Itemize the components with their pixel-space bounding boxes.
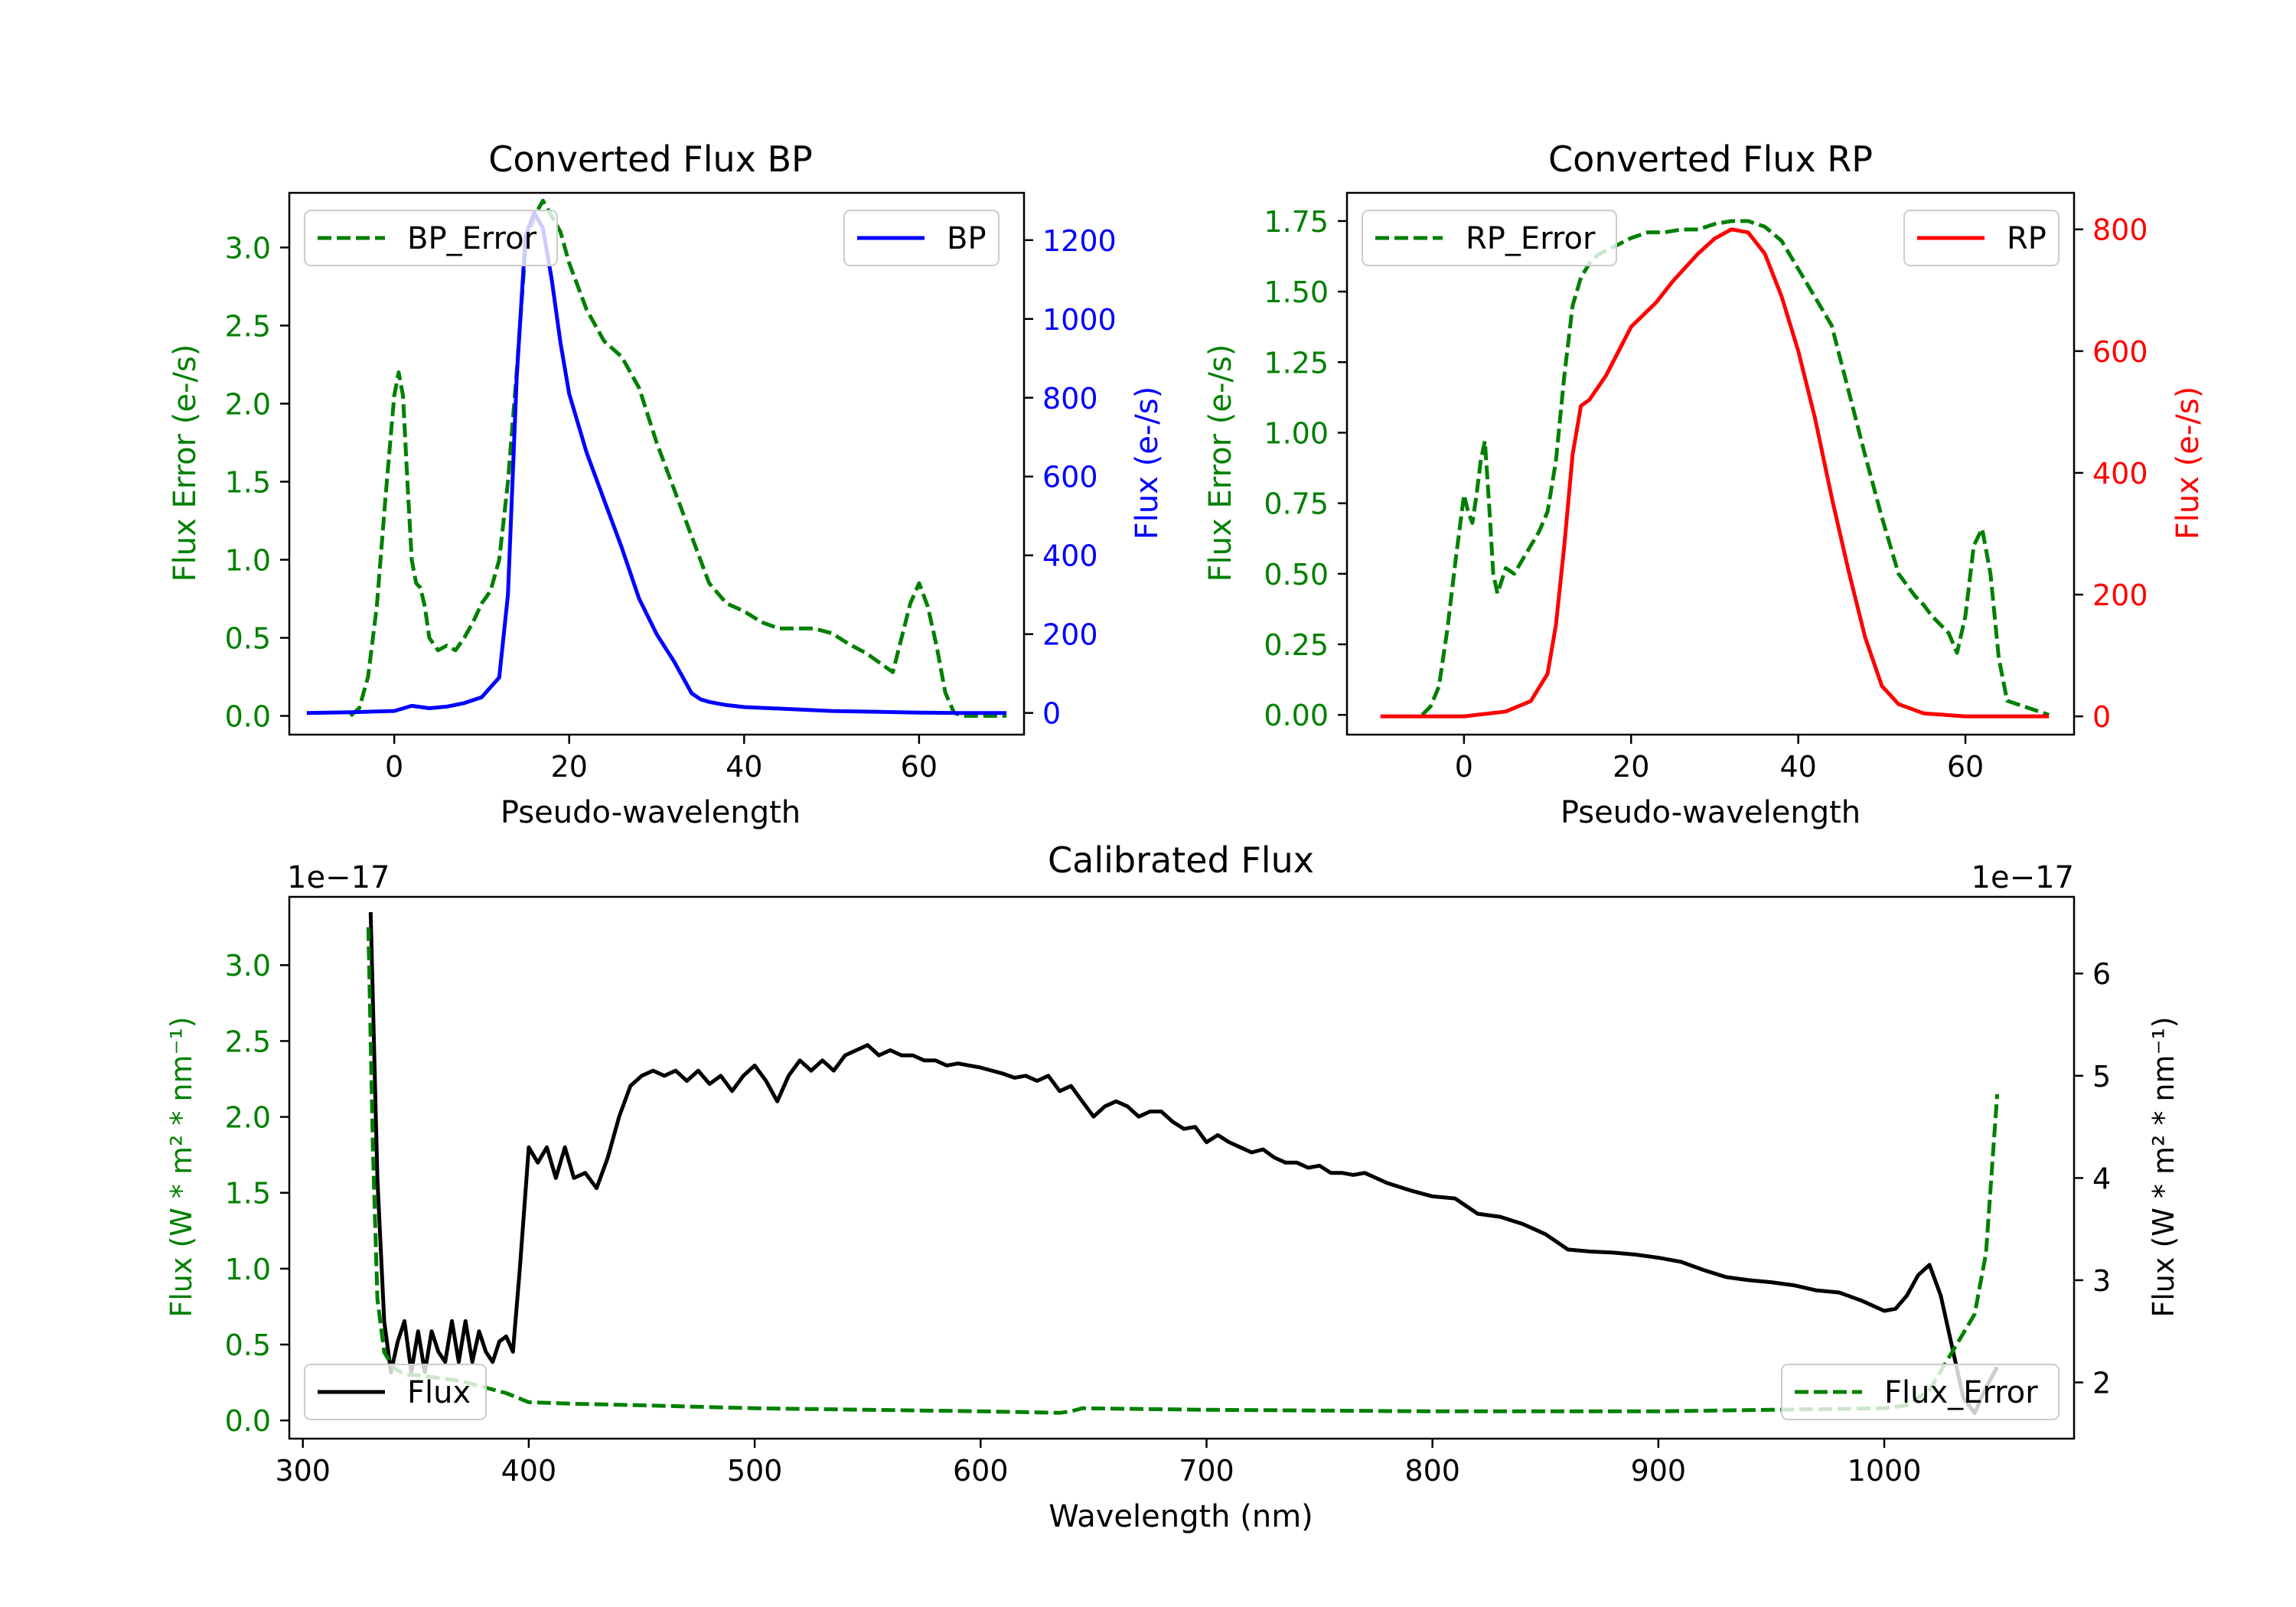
legend-left: Flux [304, 1364, 487, 1420]
y-left-tick-label: 1.50 [1264, 275, 1329, 309]
chart-title: Calibrated Flux [1048, 839, 1314, 881]
y-right-tick-label: 1200 [1042, 224, 1117, 258]
offset-label-left: 1e−17 [287, 860, 390, 895]
x-tick-label: 0 [1455, 750, 1473, 784]
x-tick-label: 400 [501, 1454, 557, 1488]
y-left-tick-label: 1.5 [225, 465, 271, 499]
x-tick-label: 60 [901, 750, 938, 784]
legend-right: Flux_Error [1781, 1364, 2060, 1420]
x-tick-label: 500 [727, 1454, 783, 1488]
y-axis-label-right: Flux (e-/s) [1130, 386, 1165, 539]
series-line-bp-error [349, 198, 1007, 718]
series-line-rp-error [1420, 219, 2050, 717]
x-tick-label: 40 [726, 750, 762, 784]
legend-right: RP [1903, 210, 2060, 266]
y-left-tick-label: 1.25 [1264, 346, 1329, 380]
y-right-tick-label: 4 [2092, 1162, 2111, 1195]
y-right-tick-label: 800 [2092, 214, 2148, 247]
x-tick-label: 60 [1947, 750, 1984, 784]
y-right-tick-label: 1000 [1042, 303, 1117, 337]
y-axis-label-left: Flux (W * m² * nm⁻¹) [165, 1016, 198, 1317]
y-left-tick-label: 2.5 [225, 1025, 271, 1058]
y-right-tick-label: 600 [1042, 461, 1098, 494]
legend-label-bp: BP [947, 221, 987, 256]
y-right-tick-label: 400 [1042, 539, 1098, 573]
legend-label-flux: Flux [407, 1375, 471, 1410]
y-right-tick-label: 5 [2092, 1060, 2111, 1094]
y-left-tick-label: 2.0 [225, 1101, 271, 1135]
x-tick-label: 700 [1179, 1454, 1234, 1488]
chart-title: Converted Flux BP [488, 139, 813, 180]
y-right-tick-label: 2 [2092, 1367, 2111, 1400]
x-tick-label: 0 [385, 750, 403, 784]
offset-label-right: 1e−17 [1971, 860, 2074, 895]
x-tick-label: 900 [1631, 1454, 1687, 1488]
x-tick-label: 20 [1613, 750, 1649, 784]
series-line-bp [306, 210, 1007, 715]
x-tick-label: 40 [1779, 750, 1816, 784]
x-axis-label: Wavelength (nm) [1049, 1499, 1313, 1534]
y-left-tick-label: 3.0 [225, 949, 271, 983]
plot-frame [1345, 191, 2076, 736]
y-left-tick-label: 0.0 [225, 1404, 271, 1438]
y-right-tick-label: 0 [1042, 697, 1061, 731]
y-left-tick-label: 0.00 [1264, 699, 1329, 732]
y-left-tick-label: 3.0 [225, 231, 271, 265]
legend-right: BP [843, 210, 1000, 266]
x-axis-label: Pseudo-wavelength [1561, 795, 1861, 830]
y-right-tick-label: 200 [2092, 579, 2148, 612]
chart-converted-flux-bp: Converted Flux BP Pseudo-wavelength Flux… [168, 139, 1165, 830]
x-tick-label: 300 [275, 1454, 331, 1488]
plot-frame [288, 895, 2076, 1440]
y-right-tick-label: 0 [2092, 700, 2111, 734]
y-right-tick-label: 200 [1042, 618, 1098, 652]
y-left-tick-label: 1.5 [225, 1177, 271, 1211]
chart-converted-flux-rp: Converted Flux RP Pseudo-wavelength Flux… [1203, 139, 2206, 830]
y-left-tick-label: 1.0 [225, 1253, 271, 1286]
x-tick-label: 600 [953, 1454, 1009, 1488]
y-left-tick-label: 0.75 [1264, 487, 1329, 521]
legend-left: BP_Error [304, 210, 558, 266]
y-axis-label-right: Flux (e-/s) [2170, 386, 2206, 539]
y-left-tick-label: 1.00 [1264, 416, 1329, 450]
y-right-tick-label: 800 [1042, 382, 1098, 416]
y-left-tick-label: 0.50 [1264, 558, 1329, 592]
chart-title: Converted Flux RP [1548, 139, 1873, 180]
y-left-tick-label: 0.5 [225, 621, 271, 655]
legend-label-bp-error: BP_Error [407, 221, 537, 256]
x-tick-label: 800 [1404, 1454, 1460, 1488]
legend-label-rp: RP [2007, 221, 2047, 256]
y-right-tick-label: 3 [2092, 1264, 2111, 1298]
legend-label-flux-error: Flux_Error [1884, 1375, 2038, 1410]
plot-frame [288, 191, 1026, 736]
legend-label-rp-error: RP_Error [1466, 221, 1596, 256]
x-axis-label: Pseudo-wavelength [501, 795, 801, 830]
x-tick-label: 1000 [1848, 1454, 1922, 1488]
chart-calibrated-flux: Calibrated Flux 1e−17 1e−17 Wavelength (… [165, 839, 2180, 1534]
y-right-tick-label: 400 [2092, 457, 2148, 491]
series-line-rp [1380, 227, 2050, 719]
y-left-tick-label: 1.0 [225, 543, 271, 577]
y-left-tick-label: 0.5 [225, 1328, 271, 1362]
y-right-tick-label: 6 [2092, 957, 2111, 991]
x-tick-label: 20 [551, 750, 588, 784]
y-right-tick-label: 600 [2092, 335, 2148, 369]
series-line-flux [368, 911, 1999, 1416]
y-left-tick-label: 0.0 [225, 700, 271, 734]
y-axis-label-left: Flux Error (e-/s) [1203, 344, 1238, 582]
y-left-tick-label: 2.5 [225, 309, 271, 343]
y-left-tick-label: 2.0 [225, 387, 271, 421]
y-left-tick-label: 0.25 [1264, 628, 1329, 662]
legend-left: RP_Error [1362, 210, 1617, 266]
y-axis-label-left: Flux Error (e-/s) [168, 344, 203, 582]
y-left-tick-label: 1.75 [1264, 205, 1329, 239]
y-axis-label-right: Flux (W * m² * nm⁻¹) [2147, 1016, 2180, 1317]
